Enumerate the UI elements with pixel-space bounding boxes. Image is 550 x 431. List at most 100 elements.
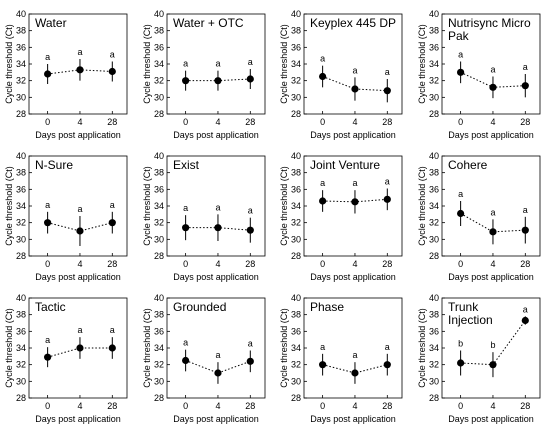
panel-title: Trunk: [448, 300, 479, 314]
x-tick-label: 0: [458, 259, 463, 269]
data-point: [319, 197, 327, 205]
y-tick-label: 32: [154, 360, 164, 370]
y-tick-label: 28: [154, 393, 164, 403]
significance-label: a: [385, 67, 390, 77]
y-tick-label: 32: [291, 360, 301, 370]
data-point: [521, 226, 529, 234]
y-tick-label: 36: [16, 184, 26, 194]
y-tick-label: 28: [154, 109, 164, 119]
chart-panel: 28 30 32 34 36 38 40 0 4 28 Days post application C…: [279, 9, 403, 140]
y-tick-label: 38: [429, 26, 439, 36]
y-tick-label: 32: [291, 76, 301, 86]
x-tick-label: 28: [245, 259, 255, 269]
y-tick-label: 28: [16, 251, 26, 261]
data-point: [521, 82, 529, 90]
x-tick-label: 0: [320, 259, 325, 269]
y-tick-label: 32: [154, 218, 164, 228]
data-point: [182, 356, 190, 365]
y-tick-label: 40: [429, 293, 439, 303]
x-tick-label: 0: [45, 259, 50, 269]
chart-panel: 28 30 32 34 36 38 40 0 4 28 Days post application C…: [417, 9, 541, 140]
chart-panel: 28 30 32 34 36 38 40 0 4 28 Days post application C…: [142, 9, 266, 140]
x-tick-label: 4: [77, 117, 82, 127]
y-tick-label: 32: [429, 76, 439, 86]
y-tick-label: 38: [16, 26, 26, 36]
significance-label: a: [45, 335, 50, 345]
y-tick-label: 28: [16, 109, 26, 119]
panel-title: Exist: [173, 158, 200, 172]
series-line: [322, 76, 388, 92]
series-line: [322, 364, 388, 374]
y-tick-label: 38: [429, 310, 439, 320]
significance-label: a: [110, 200, 115, 210]
y-tick-label: 32: [429, 218, 439, 228]
chart-panel: 28 30 32 34 36 38 40 0 4 28 Days post application C…: [142, 151, 266, 282]
significance-label: a: [490, 65, 495, 75]
significance-label: a: [320, 54, 325, 64]
y-tick-label: 30: [16, 234, 26, 244]
x-tick-label: 0: [458, 117, 463, 127]
significance-label: a: [77, 47, 82, 57]
x-tick-label: 28: [245, 117, 255, 127]
series-line: [47, 347, 113, 358]
y-tick-label: 32: [154, 76, 164, 86]
panel-title: Cohere: [448, 158, 488, 172]
y-tick-label: 40: [291, 151, 301, 161]
data-point: [351, 198, 359, 206]
data-point: [214, 77, 222, 85]
chart-panel: 28 30 32 34 36 38 40 0 4 28 Days post application C…: [417, 151, 541, 282]
chart-panel: 28 30 32 34 36 38 40 0 4 28 Days post application C…: [417, 293, 541, 424]
data-point: [108, 219, 116, 227]
data-point: [182, 77, 190, 85]
significance-label: a: [77, 325, 82, 335]
significance-label: a: [385, 177, 390, 187]
data-point: [489, 83, 497, 91]
significance-label: a: [385, 342, 390, 352]
x-tick-label: 28: [382, 259, 392, 269]
x-axis-label: Days post application: [448, 272, 534, 282]
y-axis-label: Cycle threshold (Ct): [279, 308, 289, 388]
panel-title: Water: [35, 16, 67, 30]
series-line: [185, 360, 251, 374]
significance-label: a: [458, 50, 463, 60]
data-point: [214, 369, 222, 377]
chart-panel: 28 30 32 34 36 38 40 0 4 28 Days post application C…: [4, 9, 128, 140]
chart-panel: 28 30 32 34 36 38 40 0 4 28 Days post application C…: [4, 293, 128, 424]
x-tick-label: 4: [215, 117, 220, 127]
y-tick-label: 38: [16, 310, 26, 320]
y-tick-label: 28: [16, 393, 26, 403]
x-tick-label: 4: [215, 259, 220, 269]
y-axis-label: Cycle threshold (Ct): [142, 24, 152, 104]
data-point: [108, 344, 116, 352]
y-tick-label: 40: [16, 9, 26, 19]
significance-label: b: [458, 339, 463, 349]
data-point: [521, 316, 529, 325]
y-axis-label: Cycle threshold (Ct): [4, 308, 14, 388]
data-point: [246, 226, 254, 234]
y-tick-label: 28: [429, 393, 439, 403]
y-tick-label: 36: [291, 42, 301, 52]
x-tick-label: 28: [520, 259, 530, 269]
significance-label: a: [352, 178, 357, 188]
x-tick-label: 28: [520, 401, 530, 411]
significance-label: a: [490, 207, 495, 217]
y-tick-label: 36: [16, 42, 26, 52]
significance-label: a: [183, 59, 188, 69]
y-tick-label: 36: [429, 42, 439, 52]
x-axis-label: Days post application: [310, 272, 396, 282]
data-point: [383, 195, 391, 203]
significance-label: a: [110, 325, 115, 335]
y-tick-label: 30: [154, 92, 164, 102]
y-tick-label: 36: [154, 326, 164, 336]
x-tick-label: 0: [45, 401, 50, 411]
data-point: [489, 228, 497, 236]
x-tick-label: 28: [520, 117, 530, 127]
y-tick-label: 34: [429, 343, 439, 353]
panel-title: Phase: [310, 300, 344, 314]
data-point: [319, 72, 327, 81]
y-tick-label: 40: [429, 151, 439, 161]
panel-title: Pak: [448, 29, 470, 43]
significance-label: a: [110, 50, 115, 60]
y-tick-label: 34: [16, 201, 26, 211]
y-tick-label: 40: [291, 9, 301, 19]
